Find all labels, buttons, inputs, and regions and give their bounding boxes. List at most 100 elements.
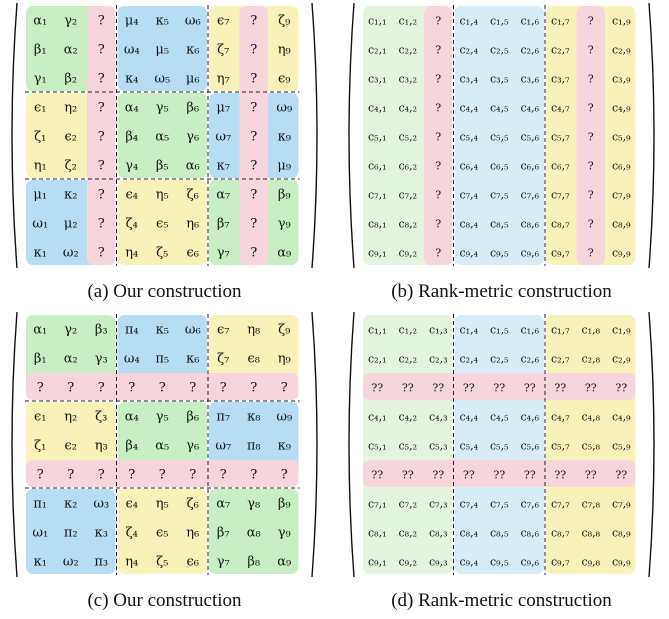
matrix-c-cell: π₂: [64, 526, 78, 541]
matrix-c-cell: κ₂: [64, 497, 77, 512]
matrix-a-cell: ϵ₇: [217, 14, 230, 29]
matrix-c-cell: ?: [189, 381, 196, 396]
matrix-c-cell: ?: [37, 381, 44, 396]
erased-row: [363, 460, 636, 487]
matrix-a-cell: β₇: [217, 217, 230, 232]
matrix-a-cell: ?: [250, 246, 257, 261]
matrix-c-cell: ω₇: [215, 439, 231, 454]
matrix-d-cell: ??: [463, 469, 475, 482]
matrix-c-cell: ϵ₄: [126, 497, 139, 512]
matrix-d-left-bracket: [348, 311, 355, 578]
matrix-b-cell: c₂,₆: [521, 44, 540, 57]
matrix-c-cell: ?: [128, 381, 135, 396]
matrix-a-cell: ?: [250, 72, 257, 87]
matrix-a-cell: ζ₅: [156, 246, 168, 261]
matrix-b-cell: c₂,₅: [490, 44, 508, 57]
matrix-a-cell: β₁: [34, 43, 47, 58]
matrix-d-cell: ??: [402, 382, 414, 395]
matrix-d-cell: c₅,₁: [368, 440, 386, 453]
matrix-d-cell: c₇,₄: [460, 498, 479, 511]
matrix-b-cell: c₃,₂: [399, 73, 417, 86]
matrix-c-cell: α₁: [33, 323, 47, 338]
matrix-d-cell: c₁,₉: [612, 324, 631, 337]
matrix-b-cell: c₂,₄: [460, 44, 479, 57]
matrix-b-cell: c₇,₆: [521, 189, 540, 202]
matrix-d-cell: c₅,₂: [399, 440, 417, 453]
matrix-b-cell: c₅,₂: [399, 131, 417, 144]
matrix-b-cell: c₈,₂: [399, 218, 417, 231]
matrix-c-cell: γ₅: [156, 410, 169, 425]
matrix-a-cell: ϵ₅: [156, 217, 169, 232]
matrix-c-cell: α₄: [125, 410, 139, 425]
matrix-d-cell: c₄,₅: [490, 411, 508, 424]
matrix-c-cell: η₉: [278, 352, 291, 367]
matrix-a-cell: κ₄: [125, 72, 138, 87]
matrix-b-cell: c₇,₁: [368, 189, 386, 202]
matrix-d-cell: c₇,₅: [490, 498, 508, 511]
matrix-b-cell: c₁,₇: [551, 15, 570, 28]
matrix-b-svg: c₁,₁ c₁,₂? c₁,₄ c₁,₅ c₁,₆ c₁,₇? c₁,₉ c₂,₁ c₂,₂? c…: [348, 2, 655, 269]
matrix-a-cell: μ₅: [155, 43, 169, 58]
matrix-a-cell: κ₂: [64, 188, 77, 203]
matrix-c-cell: ω₉: [276, 410, 292, 425]
matrix-d-cell: ??: [585, 382, 597, 395]
matrix-a-cell: ?: [250, 43, 257, 58]
matrix-c-cell: α₅: [155, 439, 169, 454]
matrix-b-cell: ?: [588, 247, 594, 260]
matrix-c-cell: ?: [250, 468, 257, 483]
matrix-a-cell: ?: [98, 188, 105, 203]
matrix-c-cell: π₄: [125, 323, 139, 338]
matrix-d-cell: c₅,₃: [429, 440, 447, 453]
matrix-a-cell: ?: [98, 43, 105, 58]
matrix-d-cell: ??: [615, 469, 627, 482]
matrix-c-cell: ω₆: [185, 323, 201, 338]
matrix-b-cell: c₁,₄: [460, 15, 479, 28]
matrix-c-cell: κ₉: [278, 439, 291, 454]
panel-d: c₁,₁ c₁,₂ c₁,₃ c₁,₄ c₁,₅ c₁,₆ c₁,₇ c₁,₈ c₁,₉ c₂,₁…: [340, 309, 663, 611]
matrix-a-cell: β₆: [186, 101, 199, 116]
matrix-a-cell: γ₂: [64, 14, 77, 29]
matrix-b-cell: ?: [588, 44, 594, 57]
matrix-c-cell: κ₅: [156, 323, 169, 338]
matrix-b-cell: c₄,₇: [551, 102, 570, 115]
matrix-a-cell: ω₂: [63, 246, 79, 261]
matrix-d-cell: c₂,₃: [429, 353, 447, 366]
matrix-c-right-bracket: [311, 311, 318, 578]
matrix-d-cell: c₉,₂: [399, 556, 417, 569]
matrix-d-cell: c₄,₈: [582, 411, 601, 424]
erased-column: [239, 6, 268, 265]
matrix-c-cell: γ₈: [247, 497, 260, 512]
matrix-c-cell: ω₃: [93, 497, 109, 512]
matrix-d-cell: c₁,₈: [582, 324, 601, 337]
matrix-a-cell: ?: [250, 130, 257, 145]
matrix-b-cell: c₃,₉: [612, 73, 631, 86]
matrix-a-cell: κ₉: [278, 130, 291, 145]
matrix-c-cell: ϵ₈: [248, 352, 261, 367]
matrix-b-cell: c₆,₉: [612, 160, 631, 173]
matrix-a-cell: κ₅: [156, 14, 169, 29]
caption-b: (b) Rank-metric construction: [391, 281, 612, 302]
matrix-d-cell: c₄,₉: [612, 411, 631, 424]
matrix-a-cell: ?: [98, 72, 105, 87]
matrix-d-cell: c₅,₆: [521, 440, 540, 453]
block-green: [209, 489, 299, 574]
matrix-d-cell: c₄,₇: [551, 411, 570, 424]
matrix-a-cell: ζ₁: [34, 130, 46, 145]
matrix-c-cell: ?: [281, 381, 288, 396]
matrix-b-cell: c₇,₇: [551, 189, 570, 202]
matrix-b-cell: c₂,₉: [612, 44, 631, 57]
matrix-c-cell: ϵ₅: [156, 526, 169, 541]
matrix-d-cell: c₅,₅: [490, 440, 508, 453]
matrix-d-cell: c₄,₂: [399, 411, 417, 424]
matrix-c-cell: ζ₇: [217, 352, 229, 367]
matrix-b-cell: c₈,₁: [368, 218, 386, 231]
matrix-a-cell: ζ₉: [278, 14, 290, 29]
matrix-c-cell: ?: [220, 381, 227, 396]
matrix-a-cell: α₉: [277, 246, 291, 261]
matrix-a-cell: η₉: [278, 43, 291, 58]
matrix-b-cell: c₃,₅: [490, 73, 508, 86]
matrix-b-cell: c₂,₂: [399, 44, 417, 57]
matrix-b-cell: c₅,₅: [490, 131, 508, 144]
matrix-b-cell: ?: [435, 15, 441, 28]
matrix-a-cell: α₅: [155, 130, 169, 145]
